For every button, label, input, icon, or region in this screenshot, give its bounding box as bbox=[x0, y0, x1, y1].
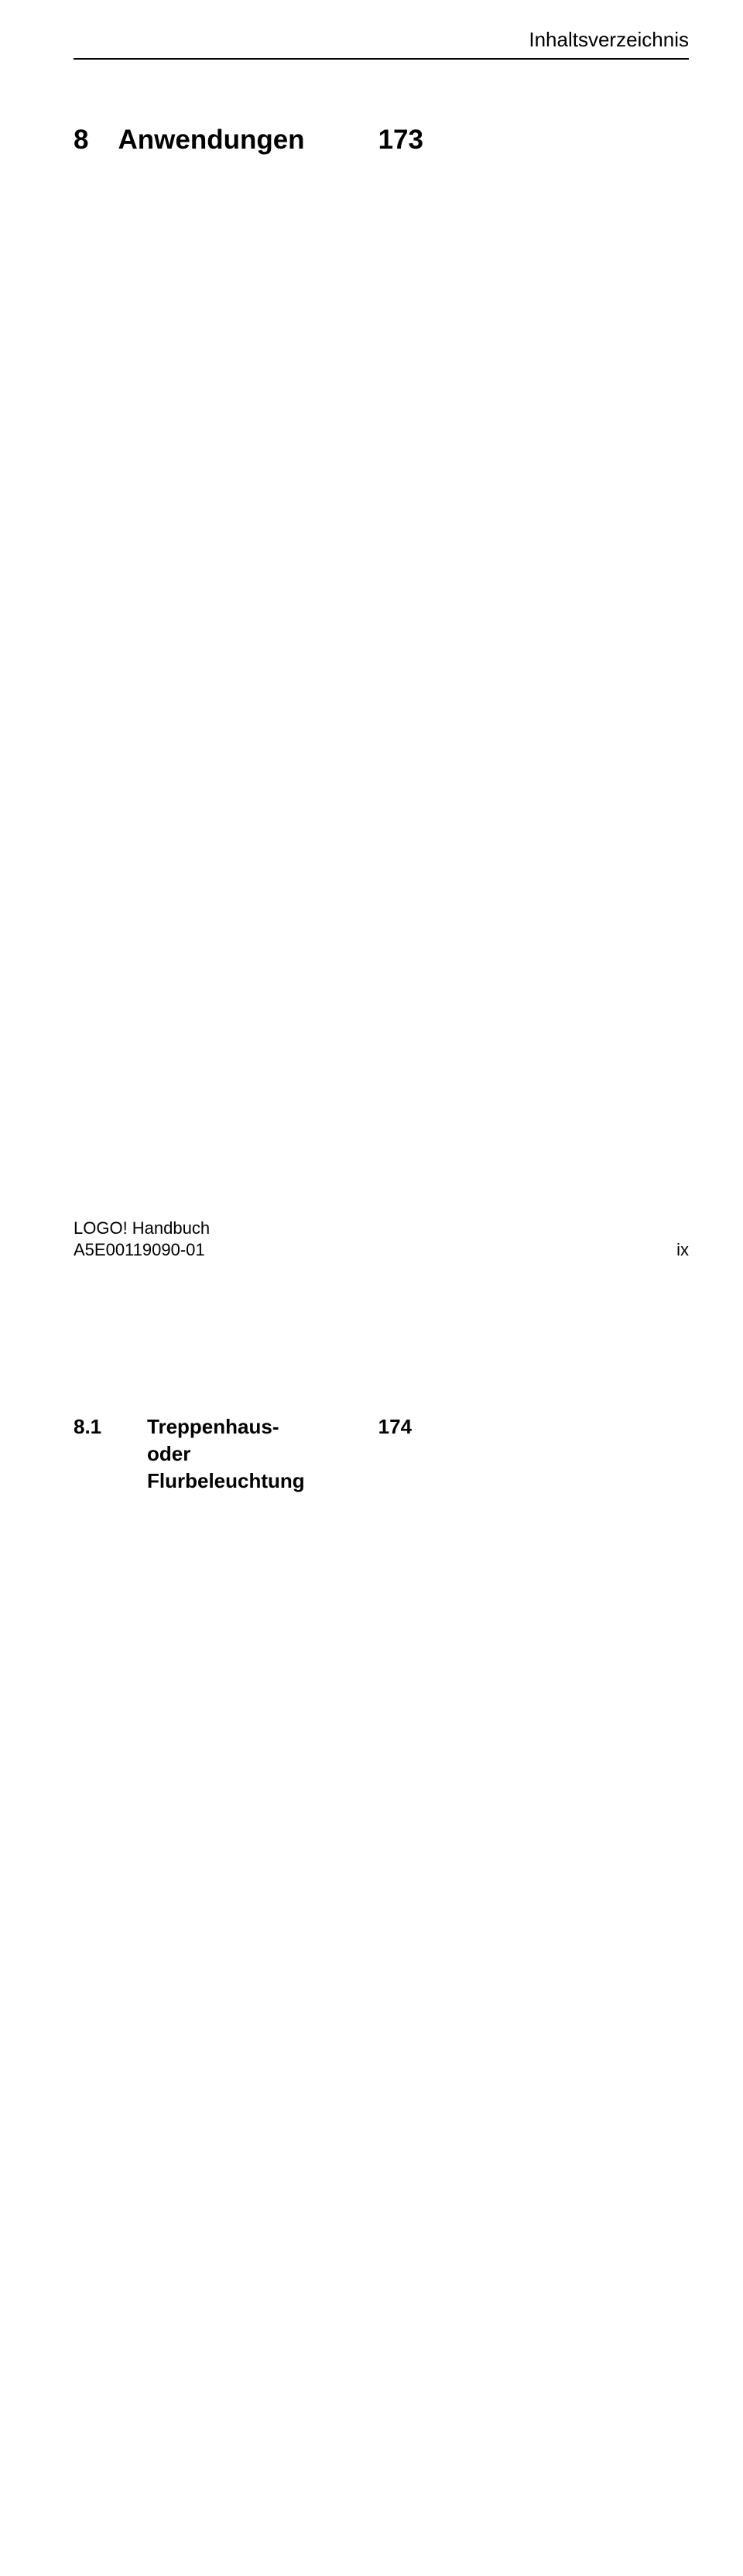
page: Inhaltsverzeichnis 8Anwendungen1738.1Tre… bbox=[0, 0, 743, 1288]
toc-num: 8.1 bbox=[74, 1413, 147, 1440]
toc-row: 8.1Treppenhaus- oder Flurbeleuchtung174 bbox=[74, 1386, 689, 2576]
toc-title: Anwendungen bbox=[118, 122, 304, 158]
table-of-contents: 8Anwendungen1738.1Treppenhaus- oder Flur… bbox=[74, 94, 689, 2576]
toc-num: 8 bbox=[74, 122, 88, 158]
toc-page: 174 bbox=[305, 1386, 689, 2576]
header-title: Inhaltsverzeichnis bbox=[74, 28, 689, 60]
toc-page: 173 bbox=[305, 94, 689, 1382]
footer-line1: LOGO! Handbuch bbox=[74, 1218, 210, 1238]
toc-row: 8 Anwendungen173 bbox=[74, 94, 689, 1382]
footer-left: LOGO! Handbuch A5E00119090-01 bbox=[74, 1218, 210, 1260]
toc-title: Treppenhaus- oder Flurbeleuchtung bbox=[147, 1413, 305, 1495]
footer-page-number: ix bbox=[676, 1240, 689, 1260]
footer: LOGO! Handbuch A5E00119090-01 ix bbox=[74, 1218, 689, 1260]
footer-line2: A5E00119090-01 bbox=[74, 1240, 205, 1259]
